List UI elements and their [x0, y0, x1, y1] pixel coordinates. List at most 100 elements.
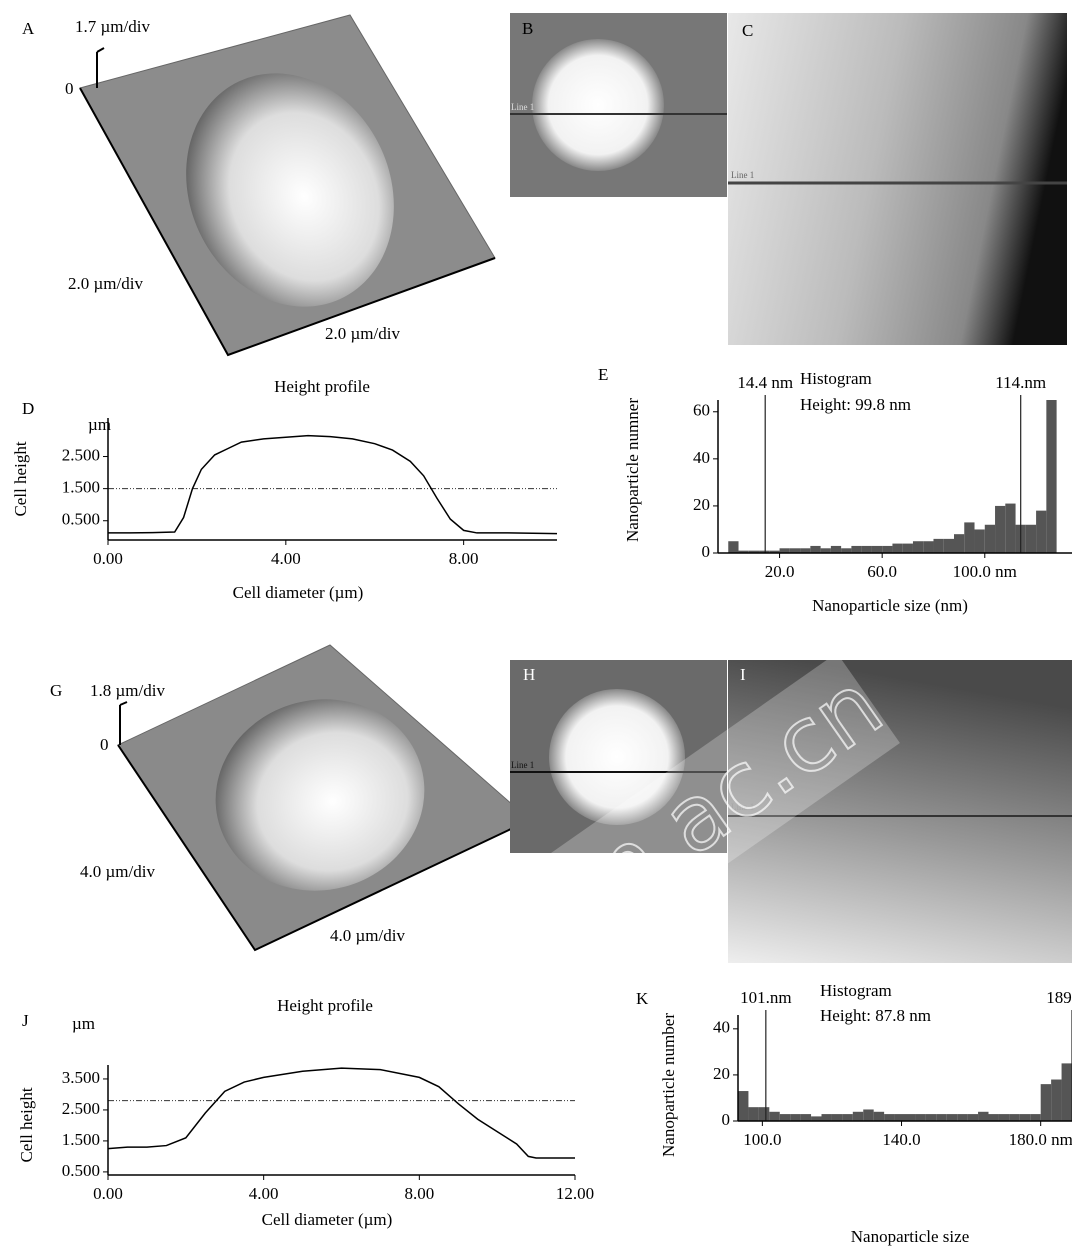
- bar: [954, 534, 965, 553]
- bar: [738, 1091, 749, 1121]
- cursor-label: 14.4 nm: [737, 373, 793, 392]
- bar: [923, 541, 934, 553]
- bar: [882, 545, 893, 553]
- y-axis-label: Cell height: [11, 441, 30, 516]
- panel-label: A: [22, 19, 35, 38]
- unit-label: µm: [72, 1014, 95, 1033]
- bar: [852, 1111, 864, 1121]
- bar: [1025, 524, 1037, 553]
- y-tick-label: 20: [693, 495, 710, 514]
- y-tick-label: 2.500: [62, 445, 100, 464]
- x-tick-label: 140.0: [882, 1130, 920, 1149]
- bar: [738, 550, 749, 553]
- bar: [769, 1111, 780, 1121]
- scale-label: 4.0 µm/div: [330, 926, 405, 945]
- scale-label: 4.0 µm/div: [80, 862, 155, 881]
- panel-label: H: [523, 665, 535, 684]
- y-axis-label: Nanoparticle number: [659, 1013, 678, 1157]
- bar: [912, 541, 924, 553]
- bar: [1005, 503, 1016, 553]
- x-tick-label: 0.00: [93, 1184, 123, 1203]
- x-tick-label: 4.00: [271, 549, 301, 568]
- image: [728, 13, 1067, 345]
- panel-label: J: [22, 1011, 29, 1030]
- bar: [892, 543, 903, 553]
- bar: [884, 1114, 895, 1121]
- x-tick-label: 60.0: [867, 562, 897, 581]
- y-tick-label: 0: [702, 542, 711, 561]
- x-tick-label: 8.00: [449, 549, 479, 568]
- bar: [789, 548, 801, 553]
- x-tick-label: 4.00: [249, 1184, 279, 1203]
- bar: [800, 1114, 812, 1121]
- bar: [995, 505, 1006, 553]
- x-tick-label: 100.0 nm: [953, 562, 1017, 581]
- line-label: Line 1: [731, 170, 754, 180]
- bar: [984, 524, 996, 553]
- bar: [988, 1114, 999, 1121]
- bar: [978, 1111, 989, 1121]
- chart-title: Height profile: [277, 996, 373, 1015]
- bar: [925, 1114, 937, 1121]
- panel-label: E: [598, 365, 608, 384]
- bar: [728, 541, 739, 553]
- y-tick-label: 0: [722, 1110, 731, 1129]
- bar: [810, 545, 821, 553]
- bar: [841, 548, 852, 553]
- bar: [974, 529, 985, 553]
- bar: [936, 1114, 947, 1121]
- line-label: Line 1: [731, 802, 754, 812]
- chart-subtitle: Height: 99.8 nm: [800, 395, 911, 414]
- bar: [769, 550, 780, 553]
- x-tick-label: 180.0 nm: [1009, 1130, 1072, 1149]
- bar: [967, 1114, 979, 1121]
- bar: [748, 1107, 759, 1121]
- bar: [957, 1114, 968, 1121]
- bar: [943, 538, 954, 553]
- cell: [215, 699, 425, 891]
- bar: [748, 550, 760, 553]
- scale-label: 1.8 µm/div: [90, 681, 165, 700]
- y-tick-label: 0.500: [62, 1161, 100, 1180]
- bar: [873, 1111, 885, 1121]
- x-tick-label: 100.0: [743, 1130, 781, 1149]
- bar: [758, 1107, 770, 1121]
- panel-b: B Line 1: [510, 13, 727, 197]
- bar: [902, 543, 913, 553]
- panel-label: B: [522, 19, 533, 38]
- y-tick-label: 40: [693, 448, 710, 467]
- scale-label: 2.0 µm/div: [68, 274, 143, 293]
- bar: [820, 548, 831, 553]
- bar: [1009, 1114, 1020, 1121]
- bar: [1061, 1063, 1072, 1121]
- y-axis-label: Cell height: [17, 1087, 36, 1162]
- panel-c: C Line 1: [728, 13, 1067, 345]
- watermark-band: [214, 652, 900, 1179]
- bar: [1051, 1079, 1062, 1121]
- chart-title: Height profile: [274, 377, 370, 396]
- x-tick-label: 0.00: [93, 549, 123, 568]
- scale-label: 2.0 µm/div: [325, 324, 400, 343]
- bar: [871, 545, 883, 553]
- bar: [905, 1114, 916, 1121]
- bar: [861, 545, 872, 553]
- bar: [863, 1109, 874, 1121]
- panel-i: I Line 1: [728, 660, 1072, 963]
- bar: [830, 545, 842, 553]
- cursor-label: 114.nm: [995, 373, 1046, 392]
- x-tick-label: 8.00: [404, 1184, 434, 1203]
- profile-line: [108, 434, 558, 535]
- bar: [831, 1114, 843, 1121]
- bar: [759, 550, 770, 553]
- y-tick-label: 40: [713, 1018, 730, 1037]
- y-tick-label: 1.500: [62, 478, 100, 497]
- panel-a: A 1.7 µm/div 0 2.0 µm/div 2.0 µm/div: [22, 14, 496, 357]
- scale-label: 1.7 µm/div: [75, 17, 150, 36]
- bar: [800, 548, 811, 553]
- bar: [1046, 400, 1057, 553]
- bar: [1040, 1084, 1052, 1121]
- y-tick-label: 3.500: [62, 1068, 100, 1087]
- y-tick-label: 0.500: [62, 510, 100, 529]
- panel-label: C: [742, 21, 753, 40]
